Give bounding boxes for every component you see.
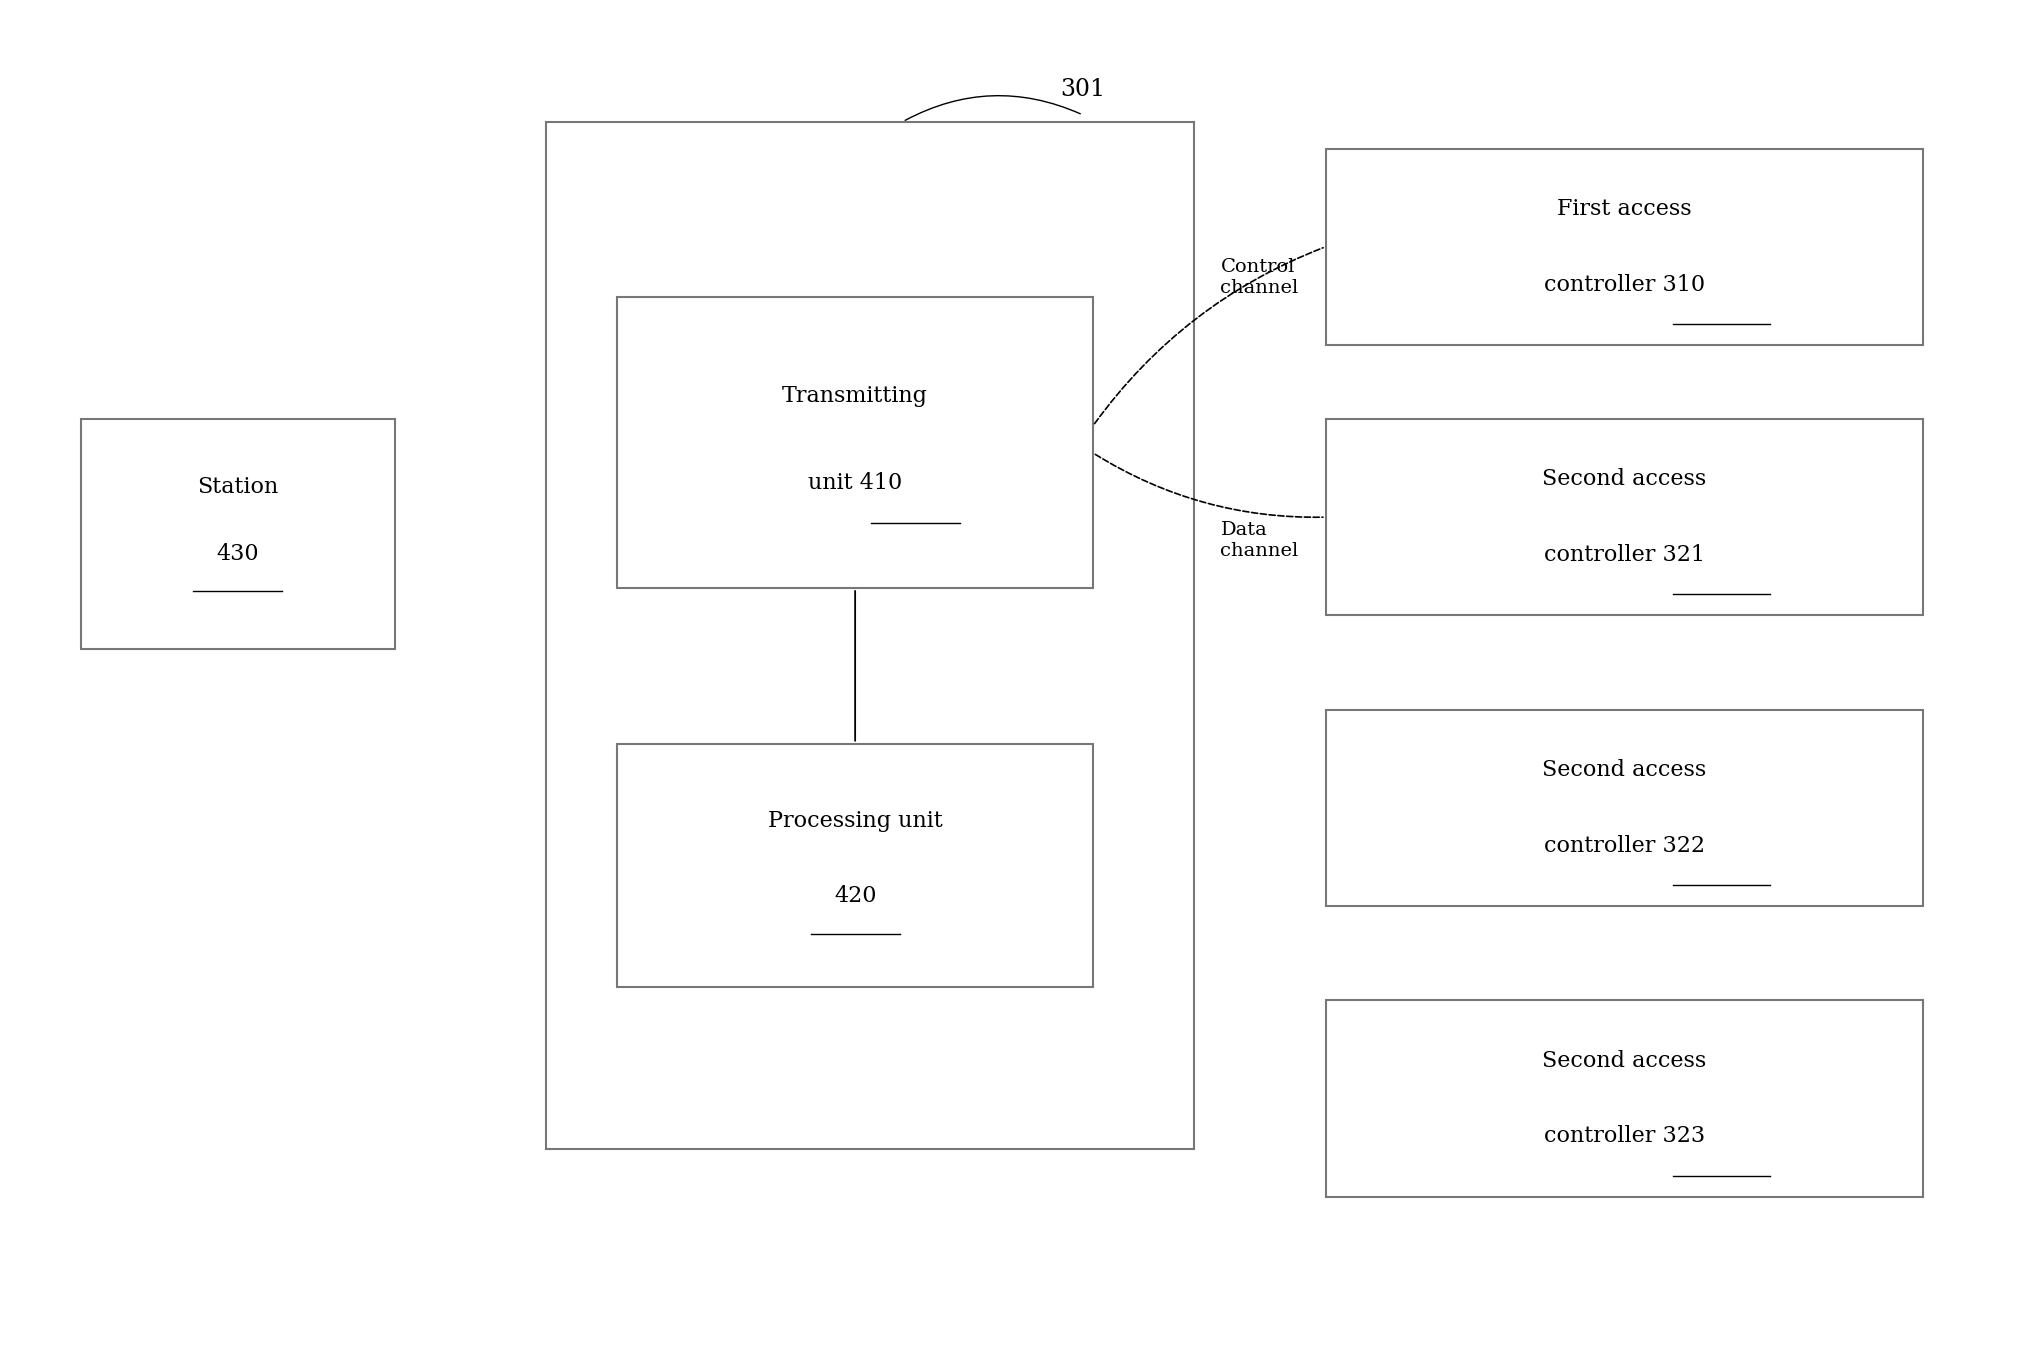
Text: controller 322: controller 322 — [1544, 834, 1703, 857]
Text: Transmitting: Transmitting — [781, 385, 929, 407]
Text: 301: 301 — [1060, 78, 1105, 101]
Text: Data
channel: Data channel — [1220, 522, 1299, 560]
Text: First access: First access — [1556, 197, 1691, 220]
Text: Processing unit: Processing unit — [767, 810, 943, 831]
Bar — [1325, 149, 1922, 345]
Text: Second access: Second access — [1542, 758, 1705, 781]
Bar — [1325, 710, 1922, 906]
Text: Second access: Second access — [1542, 1049, 1705, 1072]
Bar — [617, 744, 1092, 987]
Text: controller 310: controller 310 — [1544, 273, 1703, 296]
Text: Second access: Second access — [1542, 468, 1705, 491]
Text: Station: Station — [196, 476, 279, 498]
Text: 430: 430 — [216, 544, 259, 565]
Text: controller 323: controller 323 — [1544, 1125, 1703, 1148]
Text: unit 410: unit 410 — [807, 472, 902, 493]
Bar — [81, 419, 394, 649]
Text: controller 321: controller 321 — [1544, 544, 1703, 566]
Bar — [1325, 419, 1922, 615]
Bar — [546, 122, 1194, 1149]
Text: Control
channel: Control channel — [1220, 258, 1299, 296]
Bar — [1325, 1000, 1922, 1197]
Bar — [617, 297, 1092, 588]
Text: 420: 420 — [833, 886, 876, 907]
